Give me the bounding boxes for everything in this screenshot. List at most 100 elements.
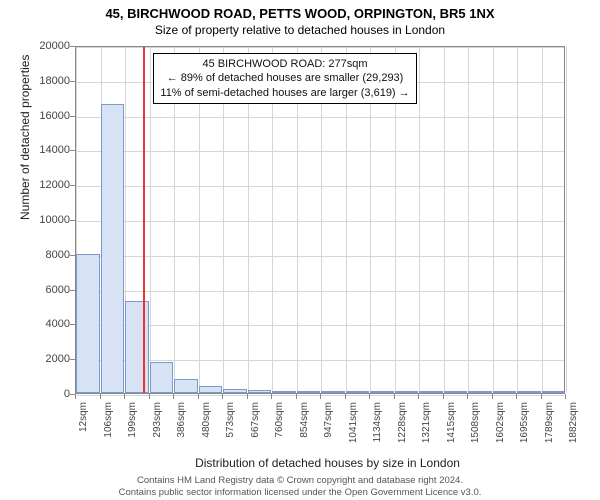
x-tick-label: 1695sqm bbox=[519, 402, 530, 452]
x-tick-mark bbox=[271, 394, 272, 399]
x-tick-label: 12sqm bbox=[78, 402, 89, 452]
x-tick-mark bbox=[100, 394, 101, 399]
x-tick-label: 199sqm bbox=[127, 402, 138, 452]
x-tick-mark bbox=[247, 394, 248, 399]
y-tick-label: 10000 bbox=[20, 214, 70, 226]
histogram-bar bbox=[76, 254, 100, 393]
histogram-bar bbox=[542, 391, 566, 393]
y-tick-label: 6000 bbox=[20, 284, 70, 296]
histogram-bar bbox=[517, 391, 541, 393]
x-tick-label: 1789sqm bbox=[544, 402, 555, 452]
chart-subtitle: Size of property relative to detached ho… bbox=[0, 21, 600, 37]
histogram-bar bbox=[395, 391, 419, 393]
x-tick-mark bbox=[565, 394, 566, 399]
x-tick-mark bbox=[124, 394, 125, 399]
y-tick-mark bbox=[70, 324, 75, 325]
x-tick-label: 480sqm bbox=[201, 402, 212, 452]
x-tick-mark bbox=[149, 394, 150, 399]
grid-line-v bbox=[566, 47, 567, 393]
y-tick-label: 12000 bbox=[20, 179, 70, 191]
property-marker-line bbox=[143, 47, 145, 393]
x-tick-mark bbox=[75, 394, 76, 399]
x-tick-label: 1508sqm bbox=[470, 402, 481, 452]
x-tick-label: 1321sqm bbox=[421, 402, 432, 452]
grid-line-v bbox=[542, 47, 543, 393]
chart-title: 45, BIRCHWOOD ROAD, PETTS WOOD, ORPINGTO… bbox=[0, 0, 600, 21]
x-tick-mark bbox=[394, 394, 395, 399]
y-tick-label: 18000 bbox=[20, 75, 70, 87]
y-tick-mark bbox=[70, 255, 75, 256]
histogram-bar bbox=[370, 391, 394, 393]
histogram-bar bbox=[346, 391, 370, 393]
x-tick-label: 106sqm bbox=[103, 402, 114, 452]
grid-line-v bbox=[150, 47, 151, 393]
y-tick-label: 4000 bbox=[20, 318, 70, 330]
histogram-bar bbox=[297, 391, 321, 393]
x-tick-label: 1134sqm bbox=[372, 402, 383, 452]
x-tick-label: 293sqm bbox=[152, 402, 163, 452]
annotation-line: 45 BIRCHWOOD ROAD: 277sqm bbox=[160, 57, 409, 71]
x-tick-label: 573sqm bbox=[225, 402, 236, 452]
y-tick-mark bbox=[70, 81, 75, 82]
x-tick-mark bbox=[345, 394, 346, 399]
x-tick-label: 1041sqm bbox=[348, 402, 359, 452]
x-tick-label: 1882sqm bbox=[568, 402, 579, 452]
grid-line-v bbox=[419, 47, 420, 393]
histogram-bar bbox=[272, 391, 296, 393]
x-tick-label: 1415sqm bbox=[446, 402, 457, 452]
x-tick-mark bbox=[320, 394, 321, 399]
y-tick-label: 2000 bbox=[20, 353, 70, 365]
x-tick-label: 667sqm bbox=[250, 402, 261, 452]
y-tick-mark bbox=[70, 290, 75, 291]
y-tick-label: 14000 bbox=[20, 144, 70, 156]
x-tick-mark bbox=[369, 394, 370, 399]
x-tick-mark bbox=[443, 394, 444, 399]
x-tick-mark bbox=[418, 394, 419, 399]
x-axis-label: Distribution of detached houses by size … bbox=[0, 456, 600, 470]
x-tick-mark bbox=[467, 394, 468, 399]
annotation-box: 45 BIRCHWOOD ROAD: 277sqm← 89% of detach… bbox=[153, 53, 416, 104]
x-tick-mark bbox=[516, 394, 517, 399]
y-tick-label: 8000 bbox=[20, 249, 70, 261]
footer: Contains HM Land Registry data © Crown c… bbox=[0, 475, 600, 498]
histogram-bar bbox=[174, 379, 198, 393]
histogram-bar bbox=[321, 391, 345, 393]
footer-line-2: Contains public sector information licen… bbox=[0, 487, 600, 498]
y-tick-label: 0 bbox=[20, 388, 70, 400]
x-tick-mark bbox=[222, 394, 223, 399]
x-tick-label: 1602sqm bbox=[495, 402, 506, 452]
y-tick-mark bbox=[70, 359, 75, 360]
histogram-bar bbox=[150, 362, 174, 393]
y-tick-label: 20000 bbox=[20, 40, 70, 52]
histogram-bar bbox=[248, 390, 272, 393]
x-tick-mark bbox=[541, 394, 542, 399]
histogram-bar bbox=[101, 104, 125, 393]
histogram-bar bbox=[199, 386, 223, 393]
grid-line-v bbox=[468, 47, 469, 393]
histogram-bar bbox=[493, 391, 517, 393]
footer-line-1: Contains HM Land Registry data © Crown c… bbox=[0, 475, 600, 486]
x-tick-label: 1228sqm bbox=[397, 402, 408, 452]
annotation-line: 11% of semi-detached houses are larger (… bbox=[160, 86, 409, 100]
y-tick-mark bbox=[70, 185, 75, 186]
grid-line-v bbox=[517, 47, 518, 393]
chart-container: 45, BIRCHWOOD ROAD, PETTS WOOD, ORPINGTO… bbox=[0, 0, 600, 500]
x-tick-label: 947sqm bbox=[323, 402, 334, 452]
grid-line-v bbox=[444, 47, 445, 393]
histogram-bar bbox=[223, 389, 247, 393]
y-tick-mark bbox=[70, 116, 75, 117]
y-tick-mark bbox=[70, 220, 75, 221]
histogram-bar bbox=[419, 391, 443, 393]
x-tick-mark bbox=[296, 394, 297, 399]
x-tick-label: 760sqm bbox=[274, 402, 285, 452]
y-tick-mark bbox=[70, 150, 75, 151]
x-tick-mark bbox=[198, 394, 199, 399]
histogram-bar bbox=[444, 391, 468, 393]
x-tick-mark bbox=[492, 394, 493, 399]
y-tick-mark bbox=[70, 46, 75, 47]
x-tick-mark bbox=[173, 394, 174, 399]
x-tick-label: 854sqm bbox=[299, 402, 310, 452]
annotation-line: ← 89% of detached houses are smaller (29… bbox=[160, 71, 409, 85]
x-tick-label: 386sqm bbox=[176, 402, 187, 452]
histogram-bar bbox=[468, 391, 492, 393]
